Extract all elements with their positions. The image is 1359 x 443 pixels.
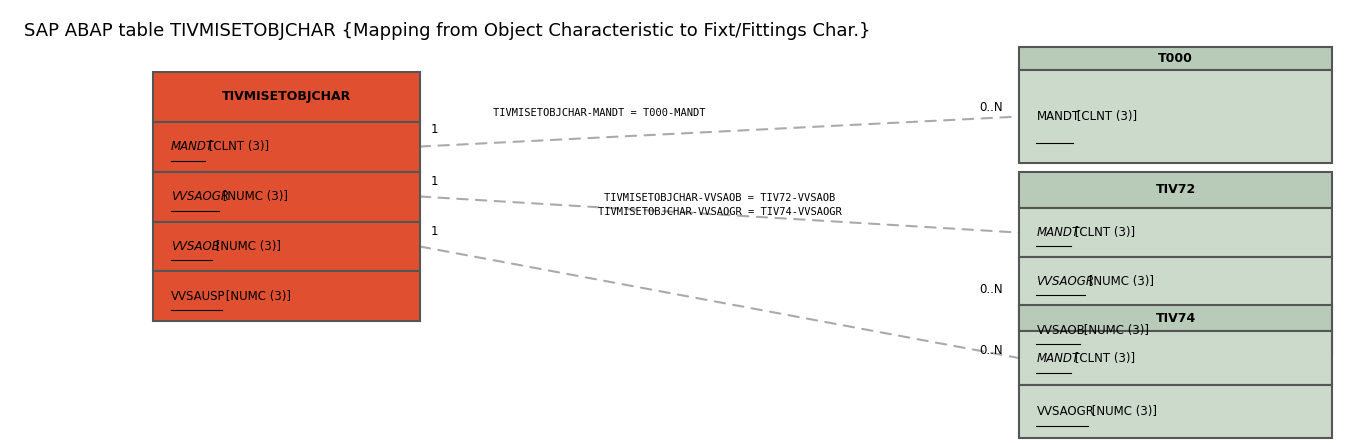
Text: VVSAOGR: VVSAOGR [171, 190, 228, 203]
Text: [CLNT (3)]: [CLNT (3)] [1071, 352, 1135, 365]
Text: [NUMC (3)]: [NUMC (3)] [1084, 275, 1154, 288]
Text: MANDT: MANDT [1037, 226, 1079, 239]
Bar [1019, 305, 1332, 331]
Text: TIV74: TIV74 [1155, 311, 1196, 325]
Text: [NUMC (3)]: [NUMC (3)] [219, 190, 288, 203]
Text: 0..N: 0..N [980, 283, 1003, 295]
Text: 1: 1 [431, 124, 438, 136]
Text: MANDT: MANDT [1037, 110, 1079, 123]
Text: 0..N: 0..N [980, 344, 1003, 357]
Text: VVSAOGR: VVSAOGR [1037, 275, 1094, 288]
Text: VVSAUSP: VVSAUSP [171, 290, 226, 303]
Text: MANDT: MANDT [171, 140, 213, 153]
Text: TIVMISETOBJCHAR-MANDT = T000-MANDT: TIVMISETOBJCHAR-MANDT = T000-MANDT [493, 108, 705, 118]
Bar [1019, 385, 1332, 438]
Text: 1: 1 [431, 225, 438, 238]
Bar [154, 121, 420, 171]
Text: [NUMC (3)]: [NUMC (3)] [222, 290, 291, 303]
Text: TIVMISETOBJCHAR-VVSAOGR = TIV74-VVSAOGR: TIVMISETOBJCHAR-VVSAOGR = TIV74-VVSAOGR [598, 207, 841, 218]
Text: [NUMC (3)]: [NUMC (3)] [1080, 324, 1150, 337]
Text: MANDT: MANDT [1037, 352, 1079, 365]
Text: 1: 1 [431, 175, 438, 188]
Text: VVSAOB: VVSAOB [171, 240, 220, 253]
Text: TIVMISETOBJCHAR-VVSAOB = TIV72-VVSAOB: TIVMISETOBJCHAR-VVSAOB = TIV72-VVSAOB [603, 193, 834, 203]
Bar [154, 72, 420, 121]
Text: VVSAOB: VVSAOB [1037, 324, 1086, 337]
Text: [NUMC (3)]: [NUMC (3)] [212, 240, 281, 253]
Bar [154, 272, 420, 322]
Bar [1019, 47, 1332, 70]
Bar [154, 222, 420, 272]
Text: [CLNT (3)]: [CLNT (3)] [205, 140, 269, 153]
Bar [1019, 70, 1332, 163]
Bar [1019, 306, 1332, 355]
Text: VVSAOGR: VVSAOGR [1037, 405, 1094, 418]
Text: [CLNT (3)]: [CLNT (3)] [1071, 226, 1135, 239]
Bar [154, 171, 420, 222]
Text: T000: T000 [1158, 52, 1193, 65]
Bar [1019, 171, 1332, 208]
Text: TIV72: TIV72 [1155, 183, 1196, 196]
Text: TIVMISETOBJCHAR: TIVMISETOBJCHAR [222, 90, 351, 103]
Bar [1019, 208, 1332, 257]
Text: SAP ABAP table TIVMISETOBJCHAR {Mapping from Object Characteristic to Fixt/Fitti: SAP ABAP table TIVMISETOBJCHAR {Mapping … [24, 22, 871, 39]
Bar [1019, 257, 1332, 306]
Text: [CLNT (3)]: [CLNT (3)] [1074, 110, 1137, 123]
Bar [1019, 331, 1332, 385]
Text: [NUMC (3)]: [NUMC (3)] [1087, 405, 1157, 418]
Text: 0..N: 0..N [980, 101, 1003, 114]
